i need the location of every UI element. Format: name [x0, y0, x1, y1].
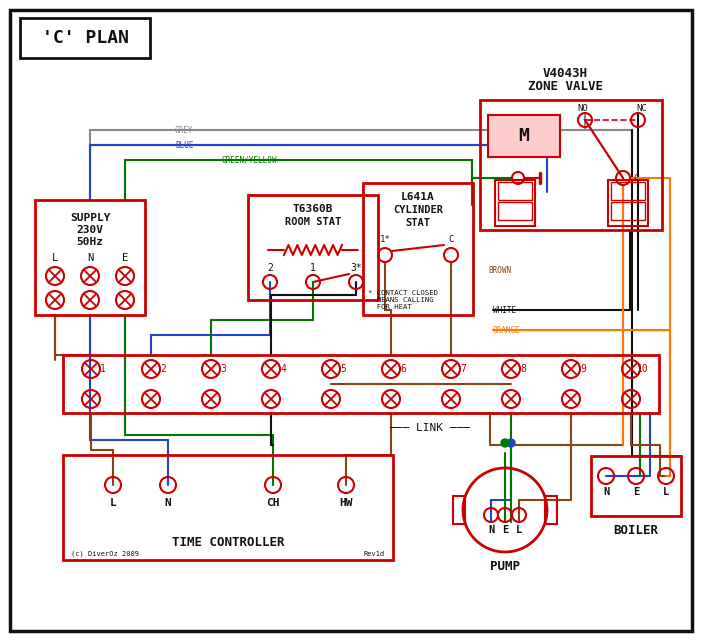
Bar — [495, 180, 535, 226]
Text: L641A: L641A — [401, 192, 435, 202]
Bar — [608, 180, 648, 226]
Bar — [591, 456, 681, 516]
Bar — [63, 355, 659, 413]
Text: E: E — [122, 253, 128, 263]
Text: ZONE VALVE: ZONE VALVE — [527, 79, 602, 92]
Text: CH: CH — [266, 498, 280, 508]
Text: 7: 7 — [460, 364, 466, 374]
Text: GREEN/YELLOW: GREEN/YELLOW — [222, 156, 277, 165]
Text: Rev1d: Rev1d — [364, 551, 385, 557]
Text: M: M — [519, 127, 529, 145]
Text: 2: 2 — [160, 364, 166, 374]
Text: 2: 2 — [267, 263, 273, 273]
Bar — [35, 200, 145, 315]
Bar — [480, 100, 662, 230]
Text: (c) DiverOz 2009: (c) DiverOz 2009 — [71, 551, 139, 557]
Text: NC: NC — [637, 103, 647, 113]
Text: C: C — [633, 174, 639, 183]
Bar — [498, 202, 532, 220]
Text: E: E — [633, 487, 639, 497]
Bar — [453, 496, 465, 524]
Text: ROOM STAT: ROOM STAT — [285, 217, 341, 227]
Text: 1*: 1* — [380, 235, 390, 244]
Text: L: L — [110, 498, 117, 508]
Text: N: N — [87, 253, 93, 263]
Bar — [498, 182, 532, 200]
Text: 3: 3 — [220, 364, 226, 374]
Text: L: L — [663, 487, 669, 497]
Text: N: N — [165, 498, 171, 508]
Text: 9: 9 — [580, 364, 586, 374]
Text: V4043H: V4043H — [543, 67, 588, 79]
Text: 10: 10 — [637, 364, 649, 374]
Text: T6360B: T6360B — [293, 204, 333, 214]
Text: 5: 5 — [340, 364, 346, 374]
Bar — [611, 182, 645, 200]
Text: BROWN: BROWN — [488, 265, 511, 274]
Text: PUMP: PUMP — [490, 560, 520, 572]
Bar — [611, 202, 645, 220]
Text: C: C — [449, 235, 453, 244]
Text: 6: 6 — [400, 364, 406, 374]
Text: BOILER: BOILER — [614, 524, 658, 537]
Bar — [248, 195, 378, 300]
Text: ORANGE: ORANGE — [493, 326, 521, 335]
Text: 3*: 3* — [350, 263, 362, 273]
Bar — [20, 18, 150, 58]
Text: 'C' PLAN: 'C' PLAN — [41, 29, 128, 47]
Circle shape — [507, 439, 515, 447]
Text: ─── LINK ───: ─── LINK ─── — [390, 423, 470, 433]
Circle shape — [501, 439, 509, 447]
Text: N: N — [603, 487, 609, 497]
Bar — [488, 115, 560, 157]
Text: GREY: GREY — [175, 126, 194, 135]
Text: 1: 1 — [310, 263, 316, 273]
Text: 230V: 230V — [77, 225, 103, 235]
Text: STAT: STAT — [406, 218, 430, 228]
Text: N: N — [488, 525, 494, 535]
Text: SUPPLY: SUPPLY — [69, 213, 110, 223]
Text: 4: 4 — [280, 364, 286, 374]
Bar — [545, 496, 557, 524]
Text: * CONTACT CLOSED
  MEANS CALLING
  FOR HEAT: * CONTACT CLOSED MEANS CALLING FOR HEAT — [368, 290, 438, 310]
Text: NO: NO — [578, 103, 588, 113]
Text: 1: 1 — [100, 364, 106, 374]
Text: E: E — [502, 525, 508, 535]
Text: HW: HW — [339, 498, 352, 508]
Text: L: L — [52, 253, 58, 263]
Text: BLUE: BLUE — [175, 140, 194, 149]
Text: 8: 8 — [520, 364, 526, 374]
Bar — [363, 183, 473, 315]
Bar — [63, 455, 393, 560]
Text: CYLINDER: CYLINDER — [393, 205, 443, 215]
Text: 50Hz: 50Hz — [77, 237, 103, 247]
Text: TIME CONTROLLER: TIME CONTROLLER — [172, 535, 284, 549]
Text: L: L — [516, 525, 522, 535]
Text: WHITE: WHITE — [493, 306, 516, 315]
